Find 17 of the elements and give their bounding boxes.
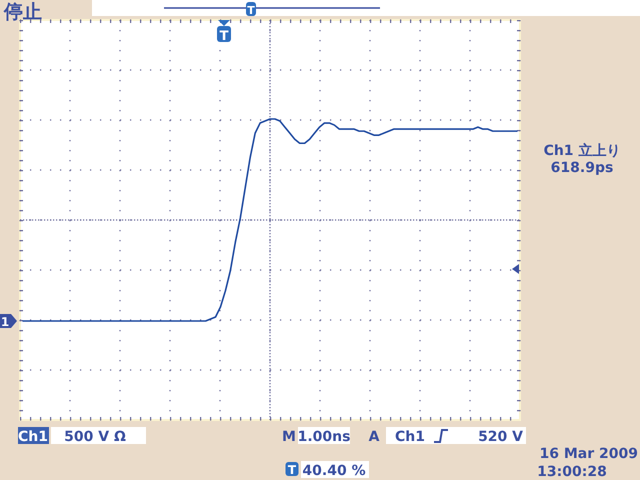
annotation: 停止 xyxy=(4,1,42,23)
annotation: Ch1 xyxy=(395,429,425,445)
annotation: 13:00:28 xyxy=(537,464,607,480)
annotation: 618.9ps xyxy=(550,160,614,176)
annotation: T xyxy=(288,463,296,477)
annotation: 500 V Ω xyxy=(64,429,126,445)
annotation: 1.00ns xyxy=(298,429,350,445)
annotation: A xyxy=(368,429,380,445)
annotation: 520 V xyxy=(478,429,523,445)
annotation: Ch1 xyxy=(18,429,48,445)
annotation: T xyxy=(220,29,228,44)
annotation: 1 xyxy=(0,315,10,329)
annotation: 16 Mar 2009 xyxy=(540,446,638,462)
annotation: 40.40 % xyxy=(302,463,366,479)
annotation: T xyxy=(247,4,255,17)
annotation: M xyxy=(282,429,296,445)
annotation: Ch1 立上り xyxy=(544,143,620,159)
